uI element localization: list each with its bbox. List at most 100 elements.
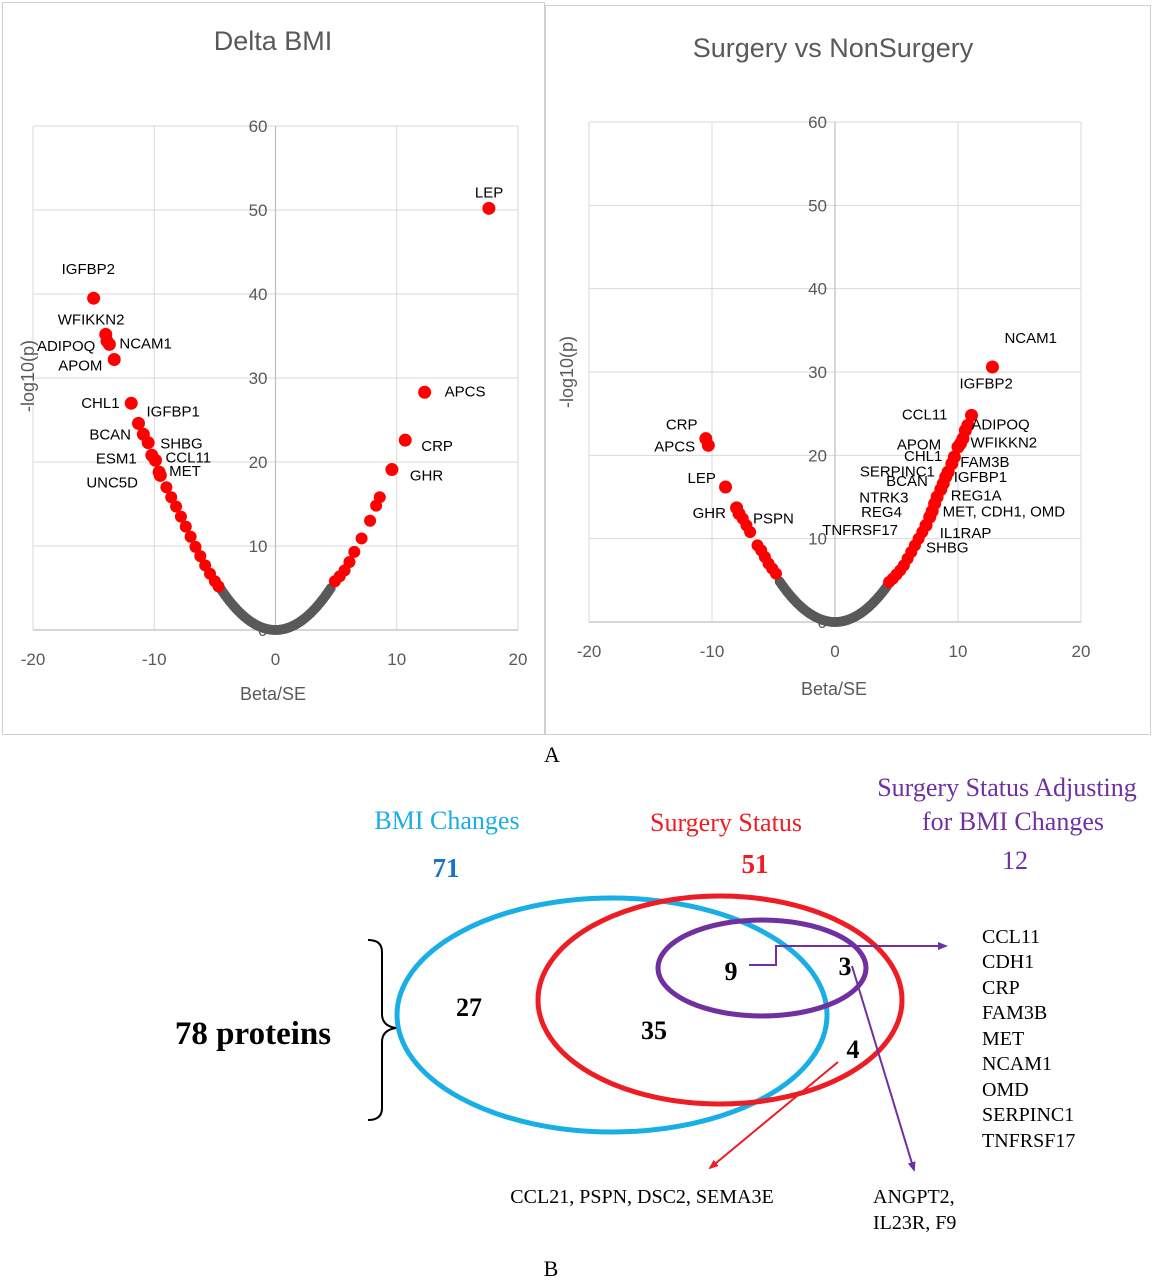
significant-point (364, 514, 377, 527)
labeled-point-ncam1 (985, 360, 999, 374)
delta-bmi-volcano-chart: Delta BMI -20-10010200102030405060 LEPIG… (18, 26, 527, 704)
labeled-point-lep (482, 201, 496, 215)
point-label: SHBG (160, 436, 203, 453)
venn-diagram: BMI Changes 71 Surgery Status 51 Surgery… (175, 773, 1137, 1234)
significant-point (194, 550, 207, 563)
significant-point (883, 576, 896, 588)
point-label: WFIKKN2 (970, 435, 1037, 452)
panel-b-label: B (544, 1256, 559, 1280)
x-tick-label: -20 (21, 650, 46, 669)
list-item: TNFRSF17 (982, 1130, 1075, 1152)
labeled-point-igfbp1 (131, 416, 145, 430)
labeled-point-apom (107, 353, 121, 367)
total-proteins-label: 78 proteins (175, 1016, 331, 1052)
y-tick-label: 20 (808, 446, 827, 465)
point-label: REG4 (861, 504, 902, 521)
significant-point (769, 567, 782, 580)
labeled-point-crp (398, 433, 412, 447)
labeled-point-adipoq (100, 334, 114, 348)
surgery-status-ellipse (535, 893, 905, 1107)
surgery-set-title: Surgery Status (650, 808, 802, 837)
point-label: IGFBP2 (62, 261, 115, 278)
point-label: BCAN (886, 473, 928, 490)
significant-point (184, 530, 197, 543)
right-protein-list: CCL11 CDH1 CRP FAM3B MET NCAM1 OMD SERPI… (982, 926, 1075, 1152)
point-label: REG1A (951, 488, 1002, 505)
y-tick-label: 50 (249, 201, 268, 220)
point-label: ESM1 (96, 450, 137, 467)
region-adjusted-surgery-count: 3 (839, 952, 852, 981)
bracket (367, 939, 397, 1121)
significant-point (160, 481, 173, 494)
y-axis-title: -log10(p) (18, 340, 38, 412)
list-item: CCL11 (982, 926, 1040, 948)
panel-a-left-frame (2, 2, 545, 735)
y-tick-label: 60 (808, 113, 827, 132)
arrow-to-right-list (749, 942, 948, 966)
point-label: APCS (445, 383, 486, 400)
bmi-changes-ellipse (394, 895, 830, 1135)
surgery-vs-nonsurgery-volcano-chart: Surgery vs NonSurgery -20-10010200102030… (557, 33, 1090, 699)
labeled-point-lep (719, 480, 733, 494)
list-item: CDH1 (982, 951, 1034, 973)
point-label: ADIPOQ (971, 416, 1029, 433)
point-label: MET, CDH1, OMD (943, 504, 1066, 521)
adjusted-ellipse (655, 917, 869, 1019)
significant-point (348, 545, 361, 558)
significant-point (328, 575, 341, 588)
point-label: CRP (666, 417, 698, 434)
significant-point (744, 526, 757, 538)
x-tick-label: 10 (387, 650, 406, 669)
point-label: NCAM1 (119, 335, 172, 352)
significant-point (179, 520, 192, 533)
bottom-right-protein-list-line1: ANGPT2, (873, 1186, 955, 1208)
point-label: FAM3B (960, 454, 1009, 471)
list-item: SERPINC1 (982, 1104, 1074, 1126)
y-tick-label: 30 (808, 363, 827, 382)
labeled-point-shbg (919, 518, 933, 532)
region-surgery-only-count: 4 (847, 1035, 860, 1064)
labeled-point-igfbp2 (87, 291, 101, 305)
point-label: APOM (58, 358, 102, 375)
point-label: CHL1 (81, 395, 119, 412)
y-tick-label: 10 (808, 530, 827, 549)
list-item: FAM3B (982, 1002, 1047, 1024)
y-tick-label: 60 (249, 117, 268, 136)
bottom-right-protein-list-line2: IL23R, F9 (873, 1212, 956, 1234)
list-item: CRP (982, 977, 1020, 999)
arrow-to-bottom-middle-list (708, 1061, 839, 1170)
point-label: WFIKKN2 (58, 311, 125, 328)
adjusted-set-title-line2: for BMI Changes (922, 807, 1104, 836)
significant-point (212, 580, 225, 593)
surgery-set-count: 51 (742, 849, 769, 879)
point-label: BCAN (89, 426, 131, 443)
significant-point (170, 500, 183, 513)
significant-point (370, 499, 383, 512)
point-label: CCL11 (165, 449, 211, 466)
point-label: NCAM1 (1004, 330, 1057, 347)
x-tick-label: -10 (700, 642, 725, 661)
significant-point (174, 510, 187, 523)
y-tick-label: 40 (808, 280, 827, 299)
y-tick-label: 30 (249, 369, 268, 388)
significant-point (189, 540, 202, 553)
x-tick-label: -10 (142, 650, 167, 669)
y-tick-label: 10 (249, 537, 268, 556)
significant-point (165, 491, 178, 504)
point-label: LEP (688, 470, 716, 487)
labeled-point-igfbp2 (965, 408, 979, 422)
significant-point (355, 532, 368, 545)
chart-title: Delta BMI (214, 26, 333, 56)
list-item: OMD (982, 1079, 1029, 1101)
point-label: APOM (897, 437, 941, 454)
list-item: NCAM1 (982, 1053, 1052, 1075)
region-all-three-count: 9 (725, 957, 738, 986)
point-label: IL1RAP (940, 525, 992, 542)
point-label: MET (169, 463, 201, 480)
x-tick-label: 10 (949, 642, 968, 661)
labeled-point-chl1 (124, 396, 138, 410)
y-tick-label: 50 (808, 196, 827, 215)
point-label: GHR (693, 505, 727, 522)
point-label: SHBG (926, 539, 969, 556)
